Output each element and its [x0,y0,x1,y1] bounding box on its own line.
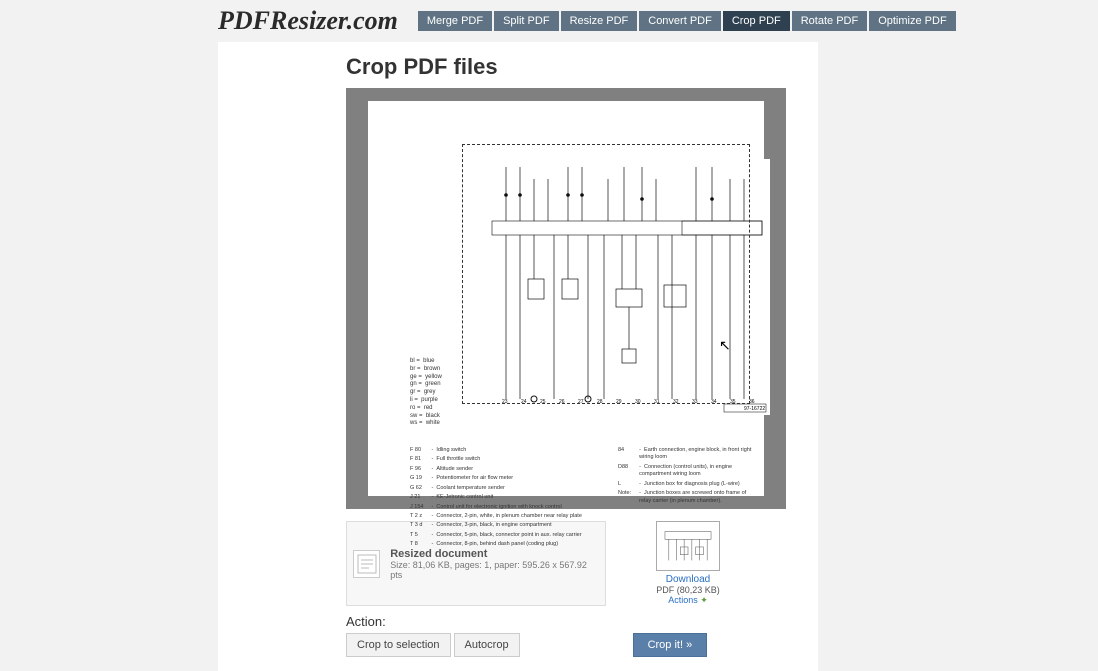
nav-optimize-pdf[interactable]: Optimize PDF [869,11,955,31]
doc-thumb-icon [353,550,380,578]
action-row: Crop to selection Autocrop Crop it! » [346,633,818,657]
crop-selection[interactable] [462,144,750,404]
nav-merge-pdf[interactable]: Merge PDF [418,11,492,31]
nav-split-pdf[interactable]: Split PDF [494,11,558,31]
download-column: Download PDF (80,23 KB) Actions ✦ [656,521,720,606]
actions-link[interactable]: Actions ✦ [668,595,708,606]
logo[interactable]: PDFResizer.com [218,6,398,36]
crop-to-selection-button[interactable]: Crop to selection [346,633,451,657]
download-link[interactable]: Download [666,574,710,585]
nav-crop-pdf[interactable]: Crop PDF [723,11,790,31]
nav-rotate-pdf[interactable]: Rotate PDF [792,11,867,31]
svg-text:97-16722: 97-16722 [744,406,765,412]
nav-resize-pdf[interactable]: Resize PDF [561,11,638,31]
cursor-icon: ↖ [719,337,731,354]
nav-tabs: Merge PDFSplit PDFResize PDFConvert PDFC… [418,11,956,31]
page-title: Crop PDF files [346,54,818,80]
download-thumb[interactable] [656,521,720,571]
component-legend: F 80- Idling switchF 81- Full throttle s… [408,445,590,551]
main-container: Crop PDF files [218,42,818,671]
nav-convert-pdf[interactable]: Convert PDF [639,11,721,31]
download-size: PDF (80,23 KB) [656,585,720,595]
crop-it-button[interactable]: Crop it! » [633,633,708,657]
pdf-canvas[interactable]: 97-167222324252627282930313233343536 bl … [346,88,786,509]
note-legend: 84- Earth connection, engine block, in f… [616,445,764,507]
color-legend: bl = bluebr = brownge = yellowgn = green… [410,358,442,428]
autocrop-button[interactable]: Autocrop [454,633,520,657]
top-bar: PDFResizer.com Merge PDFSplit PDFResize … [0,0,1098,42]
doc-meta: Size: 81,06 KB, pages: 1, paper: 595.26 … [390,560,595,580]
action-label: Action: [346,614,818,629]
